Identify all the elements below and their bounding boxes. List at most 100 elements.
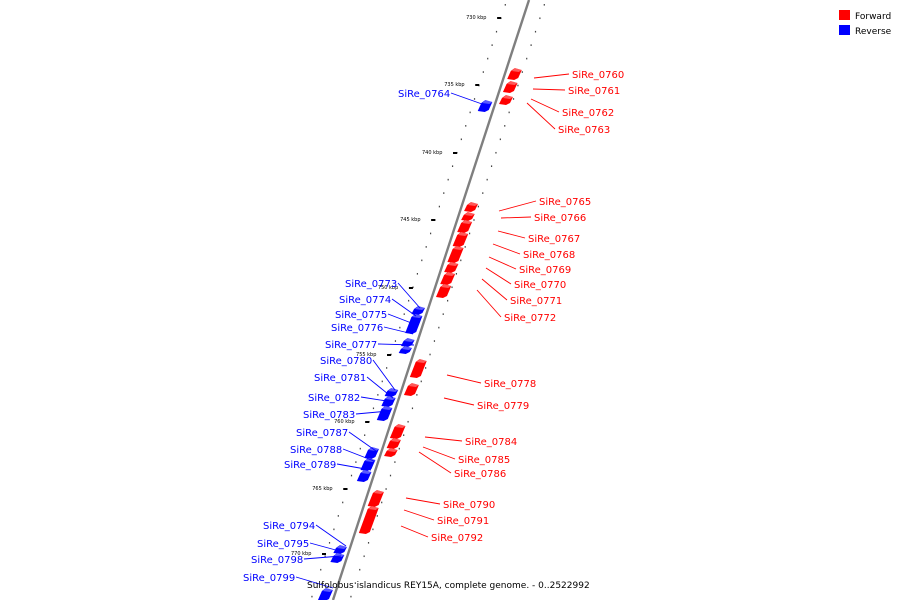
reverse-gene-label: SiRe_0781 bbox=[314, 373, 366, 384]
reverse-gene-label: SiRe_0794 bbox=[263, 521, 315, 532]
minor-tick-dot bbox=[411, 407, 414, 410]
reverse-leader-line bbox=[383, 326, 414, 335]
forward-gene-label: SiRe_0762 bbox=[562, 108, 614, 119]
minor-tick-dot bbox=[534, 30, 537, 33]
minor-tick-dot bbox=[350, 474, 353, 477]
forward-gene-label: SiRe_0772 bbox=[504, 313, 556, 324]
forward-leader-line bbox=[422, 446, 456, 460]
reverse-gene-label: SiRe_0775 bbox=[335, 310, 387, 321]
label-leaders bbox=[295, 73, 570, 589]
reverse-gene-label: SiRe_0795 bbox=[257, 539, 309, 550]
reverse-leader-line bbox=[309, 542, 344, 553]
reverse-gene-label: SiRe_0788 bbox=[290, 445, 342, 456]
minor-tick-dot bbox=[451, 165, 454, 167]
reverse-leader-line bbox=[387, 313, 415, 325]
reverse-leader-line bbox=[377, 343, 415, 346]
forward-leader-line bbox=[532, 88, 566, 91]
major-tick-mark bbox=[497, 17, 502, 19]
forward-gene-label: SiRe_0770 bbox=[514, 280, 566, 291]
minor-tick-dot bbox=[465, 125, 467, 127]
minor-tick-dot bbox=[499, 138, 501, 141]
forward-gene-label: SiRe_0760 bbox=[572, 70, 624, 81]
reverse-leader-line bbox=[348, 431, 377, 452]
reverse-leader-line bbox=[315, 524, 347, 547]
gene-labels: SiRe_0760 SiRe_0761 SiRe_0762 SiRe_0763 SiRe… bbox=[243, 70, 624, 584]
forward-gene-feature bbox=[386, 438, 401, 449]
minor-tick-dot bbox=[539, 17, 541, 20]
reverse-gene-label: SiRe_0773 bbox=[345, 279, 397, 290]
minor-tick-dot bbox=[385, 488, 387, 490]
forward-gene-feature bbox=[435, 284, 452, 298]
minor-tick-dot bbox=[455, 273, 458, 275]
minor-tick-dot bbox=[333, 528, 335, 531]
minor-tick-dot bbox=[482, 192, 484, 194]
forward-gene-feature bbox=[389, 424, 406, 439]
forward-leader-line bbox=[492, 243, 521, 255]
minor-tick-dot bbox=[491, 44, 493, 46]
forward-leader-line bbox=[405, 497, 441, 505]
forward-gene-label: SiRe_0765 bbox=[539, 197, 591, 208]
reverse-gene-feature bbox=[330, 553, 345, 563]
forward-leader-line bbox=[446, 374, 482, 384]
forward-leader-line bbox=[443, 397, 475, 406]
minor-tick-dot bbox=[403, 313, 405, 315]
minor-tick-dot bbox=[403, 434, 405, 436]
minor-tick-dot bbox=[495, 151, 497, 154]
forward-gene-label: SiRe_0791 bbox=[437, 516, 489, 527]
minor-tick-dot bbox=[342, 501, 344, 504]
minor-tick-dot bbox=[363, 555, 365, 558]
minor-tick-dot bbox=[521, 71, 523, 73]
tick-label: 745 kbp bbox=[400, 217, 420, 223]
reverse-gene-label: SiRe_0780 bbox=[320, 356, 372, 367]
minor-tick-dot bbox=[420, 380, 422, 383]
reverse-leader-line bbox=[342, 448, 375, 462]
major-tick-mark bbox=[431, 219, 436, 221]
minor-tick-dot bbox=[398, 447, 400, 450]
forward-gene-label: SiRe_0763 bbox=[558, 125, 610, 136]
reverse-leader-line bbox=[336, 463, 372, 471]
minor-tick-dot bbox=[412, 286, 414, 289]
forward-gene-feature bbox=[358, 506, 379, 534]
forward-gene-label: SiRe_0766 bbox=[534, 213, 586, 224]
reverse-gene-label: SiRe_0774 bbox=[339, 295, 391, 306]
legend-forward-label: Forward bbox=[855, 12, 891, 22]
forward-gene-label: SiRe_0771 bbox=[510, 296, 562, 307]
legend-reverse-swatch bbox=[839, 25, 850, 35]
minor-tick-dot bbox=[354, 582, 356, 584]
minor-tick-dot bbox=[389, 474, 392, 477]
reverse-gene-feature bbox=[400, 338, 415, 347]
major-tick-mark bbox=[322, 553, 327, 555]
forward-gene-feature bbox=[507, 68, 522, 80]
genome-axis bbox=[331, 0, 531, 601]
minor-tick-dot bbox=[442, 313, 444, 315]
forward-leader-line bbox=[500, 216, 532, 219]
forward-leader-line bbox=[481, 278, 508, 301]
minor-tick-dot bbox=[328, 542, 331, 544]
reverse-gene-feature bbox=[411, 306, 426, 315]
reverse-gene-label: SiRe_0776 bbox=[331, 323, 383, 334]
forward-gene-label: SiRe_0778 bbox=[484, 379, 536, 390]
minor-tick-dot bbox=[377, 394, 379, 396]
legend-reverse-label: Reverse bbox=[855, 27, 892, 37]
forward-leader-line bbox=[530, 98, 560, 113]
reverse-gene-feature bbox=[317, 588, 333, 601]
tick-label: 735 kbp bbox=[444, 82, 464, 88]
reverse-gene-label: SiRe_0777 bbox=[325, 340, 377, 351]
forward-gene-feature bbox=[384, 448, 398, 457]
forward-gene-feature bbox=[367, 490, 384, 507]
minor-tick-dot bbox=[429, 232, 432, 235]
minor-tick-dot bbox=[425, 246, 427, 248]
minor-tick-dot bbox=[460, 259, 462, 262]
genome-caption: Sulfolobus islandicus REY15A, complete g… bbox=[307, 581, 590, 591]
forward-gene-feature bbox=[461, 212, 475, 221]
forward-leader-line bbox=[400, 525, 429, 538]
tick-label: 760 kbp bbox=[334, 419, 354, 425]
minor-tick-dot bbox=[526, 57, 528, 60]
minor-tick-dot bbox=[355, 461, 357, 463]
forward-gene-label: SiRe_0767 bbox=[528, 234, 580, 245]
forward-gene-feature bbox=[452, 232, 469, 247]
forward-gene-label: SiRe_0779 bbox=[477, 401, 529, 412]
forward-gene-label: SiRe_0790 bbox=[443, 500, 495, 511]
minor-tick-dot bbox=[504, 4, 506, 6]
reverse-gene-feature bbox=[364, 447, 379, 459]
